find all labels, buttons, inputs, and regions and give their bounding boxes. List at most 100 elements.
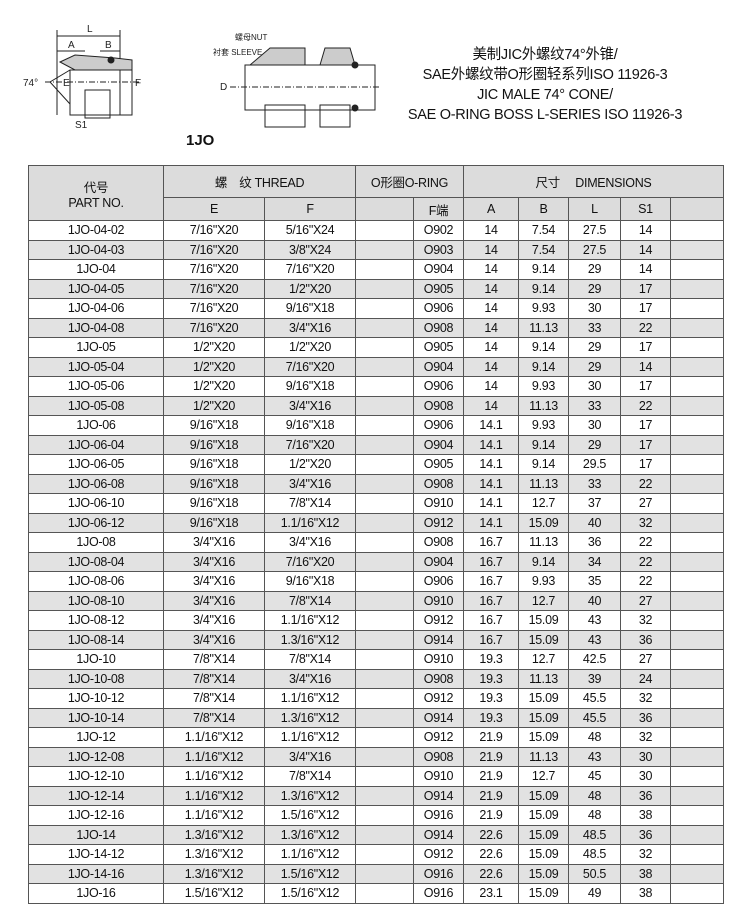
table-row: 1JO-12-16 1.1/16"X12 1.5/16"X12 O916 21.9 15.…: [28, 805, 724, 826]
cell-thread-f: 1.5/16"X12: [264, 863, 356, 884]
cell-thread-e: 7/16"X20: [163, 239, 265, 260]
cell-blank: [355, 220, 414, 241]
table-row: 1JO-05-04 1/2"X20 7/16"X20 O904 14 9.14 29 14: [28, 356, 724, 377]
cell-oring-f-end: O902: [413, 220, 464, 241]
cell-dim-a: 16.7: [463, 532, 519, 553]
cell-dim-b: 11.13: [518, 532, 569, 553]
cell-dim-l: 37: [568, 493, 621, 514]
cell-part-no: 1JO-08-04: [28, 551, 164, 572]
cell-dim-b: 12.7: [518, 649, 569, 670]
table-row: 1JO-05-06 1/2"X20 9/16"X18 O906 14 9.93 30 17: [28, 376, 724, 397]
table-row: 1JO-14 1.3/16"X12 1.3/16"X12 O914 22.6 15.09 4…: [28, 824, 724, 845]
table-row: 1JO-12 1.1/16"X12 1.1/16"X12 O912 21.9 15.09 4…: [28, 727, 724, 748]
cell-dim-a: 14: [463, 356, 519, 377]
cell-dim-b: 9.93: [518, 415, 569, 436]
cell-dim-b: 9.14: [518, 356, 569, 377]
cell-blank: [355, 688, 414, 709]
cell-blank: [670, 649, 724, 670]
cell-part-no: 1JO-12-16: [28, 805, 164, 826]
cell-dim-b: 15.09: [518, 844, 569, 865]
cell-thread-f: 1.3/16"X12: [264, 707, 356, 728]
cell-dim-l: 43: [568, 746, 621, 767]
cell-blank: [670, 571, 724, 592]
label-sleeve: 衬套 SLEEVE: [213, 47, 262, 57]
cell-thread-f: 1/2"X20: [264, 337, 356, 358]
cell-oring-f-end: O908: [413, 746, 464, 767]
cell-dim-a: 16.7: [463, 610, 519, 631]
header-dimensions: 尺寸 DIMENSIONS: [463, 165, 724, 198]
cell-dim-b: 15.09: [518, 863, 569, 884]
cell-thread-e: 7/16"X20: [163, 317, 265, 338]
cell-dim-s1: 36: [620, 707, 671, 728]
cell-part-no: 1JO-05-06: [28, 376, 164, 397]
cell-blank: [670, 727, 724, 748]
cell-dim-b: 11.13: [518, 668, 569, 689]
cell-dim-l: 45.5: [568, 688, 621, 709]
cell-dim-b: 9.14: [518, 551, 569, 572]
cell-thread-e: 1/2"X20: [163, 395, 265, 416]
dimensions-table: 代号 PART NO. 螺 纹 THREAD O形圈O-RING 尺寸 DIMEN…: [28, 165, 724, 904]
cell-thread-e: 9/16"X18: [163, 434, 265, 455]
cell-dim-a: 21.9: [463, 805, 519, 826]
cell-blank: [670, 259, 724, 280]
cell-dim-l: 33: [568, 395, 621, 416]
cell-thread-f: 3/4"X16: [264, 532, 356, 553]
cell-part-no: 1JO-08: [28, 532, 164, 553]
cell-part-no: 1JO-08-12: [28, 610, 164, 631]
cell-dim-s1: 17: [620, 415, 671, 436]
cell-blank: [355, 415, 414, 436]
cell-part-no: 1JO-08-10: [28, 590, 164, 611]
table-row: 1JO-08 3/4"X16 3/4"X16 O908 16.7 11.13 36 22: [28, 532, 724, 553]
cell-thread-f: 7/16"X20: [264, 259, 356, 280]
table-row: 1JO-04-03 7/16"X20 3/8"X24 O903 14 7.54 27.5 14: [28, 239, 724, 260]
cell-dim-b: 12.7: [518, 590, 569, 611]
label-nut: 螺母NUT: [235, 32, 268, 42]
cell-dim-a: 14: [463, 259, 519, 280]
cell-thread-e: 1.1/16"X12: [163, 766, 265, 787]
cell-part-no: 1JO-08-06: [28, 571, 164, 592]
cell-dim-s1: 27: [620, 493, 671, 514]
cell-part-no: 1JO-06: [28, 415, 164, 436]
cell-part-no: 1JO-12-08: [28, 746, 164, 767]
cell-oring-f-end: O904: [413, 356, 464, 377]
cell-blank: [670, 317, 724, 338]
cell-thread-e: 3/4"X16: [163, 590, 265, 611]
cell-thread-f: 1.1/16"X12: [264, 727, 356, 748]
cell-blank: [670, 805, 724, 826]
cell-thread-f: 7/16"X20: [264, 551, 356, 572]
cell-blank: [670, 824, 724, 845]
cell-blank: [670, 883, 724, 904]
cell-blank: [670, 239, 724, 260]
cell-thread-e: 7/16"X20: [163, 298, 265, 319]
cell-oring-f-end: O905: [413, 454, 464, 475]
cell-dim-s1: 27: [620, 590, 671, 611]
cell-blank: [355, 629, 414, 650]
cell-dim-b: 9.14: [518, 454, 569, 475]
header-l: L: [568, 197, 621, 221]
cell-thread-e: 1.1/16"X12: [163, 746, 265, 767]
cell-dim-a: 16.7: [463, 571, 519, 592]
cell-thread-e: 1.3/16"X12: [163, 844, 265, 865]
cell-thread-f: 7/16"X20: [264, 434, 356, 455]
cell-dim-b: 12.7: [518, 766, 569, 787]
cell-dim-a: 19.3: [463, 707, 519, 728]
cell-dim-b: 7.54: [518, 220, 569, 241]
cell-thread-e: 9/16"X18: [163, 415, 265, 436]
cell-part-no: 1JO-04-06: [28, 298, 164, 319]
cell-dim-s1: 22: [620, 317, 671, 338]
table-row: 1JO-10-14 7/8"X14 1.3/16"X12 O914 19.3 15.09 4…: [28, 707, 724, 728]
cell-dim-l: 29: [568, 337, 621, 358]
cell-oring-f-end: O904: [413, 434, 464, 455]
cell-dim-b: 9.14: [518, 337, 569, 358]
cell-part-no: 1JO-05-08: [28, 395, 164, 416]
cell-dim-s1: 30: [620, 746, 671, 767]
cell-dim-a: 16.7: [463, 629, 519, 650]
cell-part-no: 1JO-06-05: [28, 454, 164, 475]
header-oring: O形圈O-RING: [355, 165, 464, 198]
cell-blank: [355, 473, 414, 494]
cell-oring-f-end: O903: [413, 239, 464, 260]
title-line: JIC MALE 74° CONE/: [477, 87, 613, 103]
table-row: 1JO-06-04 9/16"X18 7/16"X20 O904 14.1 9.14 29 1…: [28, 434, 724, 455]
cell-dim-a: 14.1: [463, 454, 519, 475]
cell-thread-e: 1/2"X20: [163, 376, 265, 397]
